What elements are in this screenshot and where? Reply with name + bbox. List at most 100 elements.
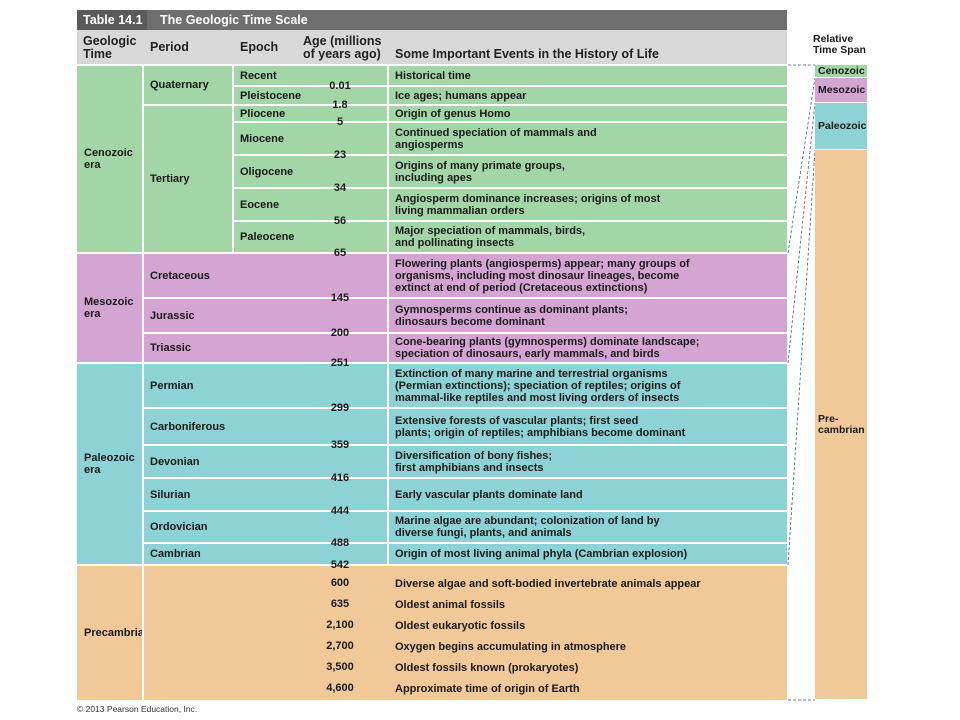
age-label: 5 xyxy=(336,116,344,128)
epoch-cell xyxy=(233,543,388,565)
column-header: Age (millions of years ago) xyxy=(303,33,382,61)
cell-border xyxy=(387,253,389,363)
age-label: 0.01 xyxy=(329,80,351,92)
cell-border xyxy=(143,477,787,479)
span-title: Relative Time Span xyxy=(813,33,866,56)
epoch-cell: Recent xyxy=(233,65,388,86)
age-label: 416 xyxy=(330,472,350,484)
age-label: 251 xyxy=(330,357,350,369)
column-header-row xyxy=(77,30,787,65)
event-cell: Marine algae are abundant; colonization … xyxy=(388,511,787,543)
event-cell: Diversification of bony fishes; first am… xyxy=(388,445,787,478)
epoch-cell: Paleocene xyxy=(233,221,388,253)
event-cell: Ice ages; humans appear xyxy=(388,86,787,105)
age-label: 23 xyxy=(333,149,347,161)
epoch-cell xyxy=(233,408,388,445)
event-cell: Gymnosperms continue as dominant plants;… xyxy=(388,298,787,333)
period-cell: Devonian xyxy=(143,445,233,478)
event-cell: Origin of most living animal phyla (Camb… xyxy=(388,543,787,565)
epoch-cell: Oligocene xyxy=(233,155,388,188)
cell-border xyxy=(142,363,144,565)
table-title: The Geologic Time Scale xyxy=(160,13,308,27)
age-label: 542 xyxy=(330,559,350,571)
cell-border xyxy=(387,65,389,253)
footer: © 2013 Pearson Education, Inc. xyxy=(77,704,198,714)
epoch-cell xyxy=(233,298,388,333)
column-header: Period xyxy=(150,40,189,54)
period-cell: Cambrian xyxy=(143,543,233,565)
cell-border xyxy=(233,220,787,222)
period-cell: Jurassic xyxy=(143,298,233,333)
age-label: 359 xyxy=(330,439,350,451)
event-cell: Diverse algae and soft-bodied invertebra… xyxy=(395,577,701,590)
connector-line xyxy=(787,77,816,254)
cell-border xyxy=(143,407,787,409)
era-cell: Cenozoic era xyxy=(77,65,143,253)
age-label: 65 xyxy=(333,247,347,259)
period-cell: Quaternary xyxy=(143,65,233,105)
cell-border xyxy=(77,252,787,254)
span-segment: Pre- cambrian xyxy=(815,150,867,700)
span-segment: Cenozoic xyxy=(815,65,867,78)
cell-border xyxy=(142,65,144,253)
cell-border xyxy=(77,564,787,566)
event-cell: Extensive forests of vascular plants; fi… xyxy=(388,408,787,445)
event-cell: Continued speciation of mammals and angi… xyxy=(388,122,787,155)
cell-border xyxy=(143,297,787,299)
epoch-cell: Miocene xyxy=(233,122,388,155)
age-label: 299 xyxy=(330,402,350,414)
span-segment: Paleozoic xyxy=(815,103,867,150)
event-cell: Origin of genus Homo xyxy=(388,105,787,122)
cell-border xyxy=(233,85,787,87)
epoch-cell: Pliocene xyxy=(233,105,388,122)
era-body xyxy=(143,565,787,700)
event-cell: Early vascular plants dominate land xyxy=(388,478,787,511)
cell-border xyxy=(233,187,787,189)
table-number: Table 14.1 xyxy=(77,10,147,30)
connector-line xyxy=(787,102,816,364)
cell-border xyxy=(143,104,787,106)
period-cell: Permian xyxy=(143,363,233,408)
cell-border xyxy=(387,363,389,565)
event-cell: Flowering plants (angiosperms) appear; m… xyxy=(388,253,787,298)
age-label: 488 xyxy=(330,537,350,549)
title-bar xyxy=(77,10,787,30)
epoch-cell xyxy=(233,333,388,363)
epoch-cell xyxy=(233,445,388,478)
age-label: 4,600 xyxy=(326,682,354,694)
period-cell: Ordovician xyxy=(143,511,233,543)
age-label: 145 xyxy=(330,292,350,304)
era-cell: Paleozoic era xyxy=(77,363,143,565)
event-cell: Major speciation of mammals, birds, and … xyxy=(388,221,787,253)
column-header: Geologic Time xyxy=(83,33,137,61)
epoch-cell: Pleistocene xyxy=(233,86,388,105)
event-cell: Oldest eukaryotic fossils xyxy=(395,619,526,632)
period-cell: Carboniferous xyxy=(143,408,233,445)
age-label: 444 xyxy=(330,505,350,517)
event-cell: Oldest animal fossils xyxy=(395,598,506,611)
cell-border xyxy=(77,362,787,364)
period-cell: Cretaceous xyxy=(143,253,233,298)
age-label: 34 xyxy=(333,182,347,194)
cell-border xyxy=(77,64,787,66)
event-cell: Oxygen begins accumulating in atmosphere xyxy=(395,640,627,653)
column-header: Some Important Events in the History of … xyxy=(395,47,659,61)
age-label: 3,500 xyxy=(326,661,354,673)
cell-border xyxy=(142,253,144,363)
cell-border xyxy=(233,154,787,156)
event-cell: Extinction of many marine and terrestria… xyxy=(388,363,787,408)
age-label: 2,100 xyxy=(326,619,354,631)
age-label: 2,700 xyxy=(326,640,354,652)
epoch-cell xyxy=(233,511,388,543)
event-cell: Cone-bearing plants (gymnosperms) domina… xyxy=(388,333,787,363)
cell-border xyxy=(142,565,144,700)
cell-border xyxy=(143,444,787,446)
event-cell: Oldest fossils known (prokaryotes) xyxy=(395,661,579,674)
cell-border xyxy=(233,121,787,123)
column-header: Epoch xyxy=(240,40,279,54)
cell-border xyxy=(232,65,234,253)
cell-border xyxy=(143,542,787,544)
age-label: 1.8 xyxy=(332,99,348,111)
